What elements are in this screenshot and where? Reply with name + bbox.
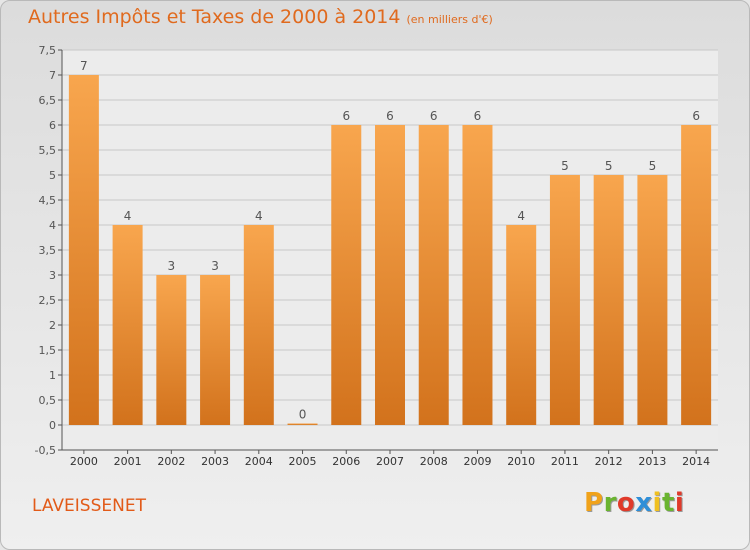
bar-2005 (287, 423, 318, 425)
chart-title: Autres Impôts et Taxes de 2000 à 2014 (en… (28, 6, 493, 28)
x-tick-label: 2013 (638, 455, 666, 468)
bar-value-label: 4 (517, 209, 525, 223)
bar-2007 (375, 125, 405, 425)
logo-letter: r (603, 488, 617, 518)
y-tick-label: 2,5 (39, 294, 57, 307)
bar-value-label: 7 (80, 59, 88, 73)
x-axis: 2000 2001 2002 2003 2004 2005 2006 2007 2008 2009… (62, 449, 718, 468)
title-text: Autres Impôts et Taxes de 2000 à 2014 (28, 6, 401, 28)
logo-letter: P (584, 488, 604, 518)
y-tick-label: 7,5 (39, 44, 57, 57)
y-tick-label: 5,5 (39, 144, 57, 157)
bar-value-label: 5 (649, 159, 657, 173)
y-axis: -0,5 0 0,5 1 1,5 2 2,5 3 3,5 4 4,5 5 5,5 6 6,5 7 7,5 (35, 44, 63, 457)
bar-2014 (681, 125, 712, 425)
bar-value-label: 6 (386, 109, 394, 123)
bar-2013 (637, 175, 668, 425)
bar-value-label: 6 (342, 109, 350, 123)
bar-2000 (68, 75, 99, 425)
bar-value-label: 5 (605, 159, 613, 173)
x-tick-label: 2009 (463, 455, 491, 468)
x-tick-label: 2008 (420, 455, 448, 468)
x-tick-label: 2004 (245, 455, 273, 468)
y-tick-label: 1 (49, 369, 56, 382)
bar-value-label: 4 (124, 209, 132, 223)
proxiti-logo[interactable]: Proxiti (584, 488, 684, 518)
bar-value-label: 3 (211, 259, 219, 273)
bar-2001 (112, 225, 143, 425)
x-tick-label: 2011 (551, 455, 579, 468)
bar-2010 (506, 225, 537, 425)
logo-letter: i (652, 488, 662, 518)
x-tick-label: 2006 (332, 455, 360, 468)
x-tick-label: 2007 (376, 455, 404, 468)
y-tick-label: 0 (49, 419, 56, 432)
bar-2002 (156, 275, 187, 425)
logo-letter: t (661, 488, 675, 518)
x-tick-label: 2005 (289, 455, 317, 468)
x-tick-label: 2000 (70, 455, 98, 468)
bar-value-label: 5 (561, 159, 569, 173)
chart-subtitle: (en milliers d'€) (406, 13, 493, 26)
x-tick-label: 2014 (682, 455, 710, 468)
x-tick-label: 2003 (201, 455, 229, 468)
y-tick-label: 4,5 (39, 194, 57, 207)
logo-letter: x (635, 488, 653, 518)
logo-letter: i (674, 488, 685, 518)
y-tick-label: 3 (49, 269, 56, 282)
x-tick-label: 2001 (114, 455, 142, 468)
y-tick-label: 6,5 (39, 94, 57, 107)
bar-value-label: 0 (299, 408, 307, 422)
bar-2008 (418, 125, 449, 425)
y-tick-label: 5 (49, 169, 56, 182)
y-tick-label: 6 (49, 119, 56, 132)
y-tick-label: 3,5 (39, 244, 57, 257)
commune-name: LAVEISSENET (32, 496, 146, 516)
bar-2006 (331, 125, 362, 425)
bar-value-label: 6 (430, 109, 438, 123)
x-tick-label: 2012 (595, 455, 623, 468)
y-tick-label: 1,5 (39, 344, 57, 357)
x-tick-label: 2002 (157, 455, 185, 468)
bar-2012 (593, 175, 624, 425)
bar-value-label: 6 (692, 109, 700, 123)
logo-letter: o (616, 488, 636, 518)
y-tick-label: 2 (49, 319, 56, 332)
y-tick-label: 7 (49, 69, 56, 82)
bars: 7 4 3 3 4 0 6 6 6 6 4 5 5 5 6 (68, 59, 712, 425)
y-tick-label: 0,5 (39, 394, 57, 407)
bar-2003 (200, 275, 231, 425)
bar-2011 (549, 175, 580, 425)
y-tick-label: -0,5 (35, 444, 56, 457)
bar-value-label: 4 (255, 209, 263, 223)
bar-value-label: 3 (168, 259, 176, 273)
bar-2009 (462, 125, 493, 425)
bar-2004 (243, 225, 274, 425)
y-tick-label: 4 (49, 219, 56, 232)
bar-value-label: 6 (474, 109, 482, 123)
x-tick-label: 2010 (507, 455, 535, 468)
